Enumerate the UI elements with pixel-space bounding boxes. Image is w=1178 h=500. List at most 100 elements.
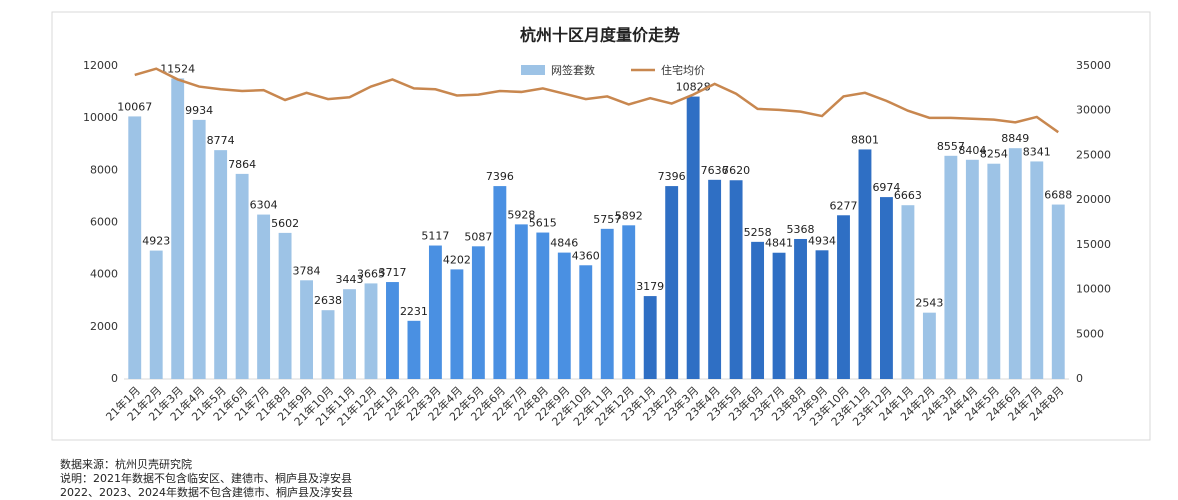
data-label: 7620: [722, 164, 750, 177]
bar: [665, 186, 679, 379]
y2-tick-label: 25000: [1076, 148, 1111, 161]
y2-tick-label: 30000: [1076, 104, 1111, 117]
bar: [600, 228, 614, 379]
bar: [386, 282, 399, 379]
data-label: 6304: [250, 199, 278, 212]
data-label: 5602: [271, 217, 299, 230]
bar: [643, 296, 657, 379]
data-label: 5757: [593, 213, 621, 226]
bar: [428, 245, 442, 379]
bar: [257, 214, 271, 379]
data-label: 2638: [314, 294, 342, 307]
price-line: [134, 67, 1059, 134]
bar: [1051, 204, 1065, 379]
data-label: 3784: [293, 264, 321, 277]
bar: [686, 96, 700, 379]
bar: [987, 163, 1001, 379]
data-label: 7396: [658, 170, 686, 183]
data-label: 3665: [357, 267, 385, 280]
y-tick-label: 2000: [90, 320, 118, 333]
y2-tick-label: 10000: [1076, 283, 1111, 296]
data-label: 11524: [160, 62, 195, 75]
data-label: 6277: [829, 199, 857, 212]
bar: [837, 215, 850, 379]
data-label: 8801: [851, 133, 879, 146]
y2-tick-label: 15000: [1076, 238, 1111, 251]
bar: [171, 78, 185, 380]
note: 说明：2021年数据不包含临安区、建德市、桐庐县及淳安县: [60, 471, 352, 485]
data-label: 8341: [1023, 145, 1051, 158]
y-tick-label: 8000: [90, 163, 118, 176]
data-label: 10828: [676, 81, 711, 94]
y-tick-label: 10000: [83, 111, 118, 124]
bar: [965, 159, 979, 379]
data-label: 5117: [421, 230, 449, 243]
y2-tick-label: 5000: [1076, 327, 1104, 340]
bar: [579, 265, 593, 379]
bar: [149, 250, 163, 379]
bar: [794, 238, 807, 379]
legend-label: 住宅均价: [661, 63, 705, 77]
bar: [557, 252, 571, 379]
legend-label: 网签套数: [551, 63, 595, 77]
chart-frame: [51, 11, 1151, 441]
bar: [343, 289, 356, 379]
data-label: 6688: [1044, 189, 1072, 202]
y2-tick-label: 35000: [1076, 59, 1111, 72]
chart-title: 杭州十区月度量价走势: [520, 26, 680, 45]
bar: [536, 232, 550, 379]
bar: [815, 250, 829, 379]
bar: [300, 280, 313, 379]
note: 2022、2023、2024年数据不包含建德市、桐庐县及淳安县: [60, 485, 353, 499]
data-label: 4846: [550, 237, 578, 250]
y2-tick-label: 0: [1076, 372, 1083, 385]
bar: [751, 241, 765, 379]
data-label: 8774: [207, 134, 235, 147]
bar: [192, 119, 206, 379]
data-label: 3717: [378, 266, 406, 279]
data-label: 8404: [958, 144, 986, 157]
bar: [622, 225, 636, 379]
data-label: 5928: [507, 208, 535, 221]
data-label: 8254: [980, 148, 1008, 161]
data-label: 2231: [400, 305, 428, 318]
data-label: 4923: [142, 235, 170, 248]
y-tick-label: 12000: [83, 59, 118, 72]
data-label: 7864: [228, 158, 256, 171]
y-tick-label: 6000: [90, 216, 118, 229]
bar: [772, 252, 786, 379]
y2-tick-label: 20000: [1076, 193, 1111, 206]
bar: [1008, 148, 1022, 379]
data-label: 9934: [185, 104, 213, 117]
data-label: 8557: [937, 140, 965, 153]
legend-swatch: [521, 65, 545, 75]
note: 数据来源：杭州贝壳研究院: [60, 457, 192, 471]
data-label: 7636: [701, 164, 729, 177]
data-label: 8849: [1001, 132, 1029, 145]
y-tick-label: 0: [111, 372, 118, 385]
data-label: 5615: [529, 217, 557, 230]
bar: [235, 173, 249, 379]
data-label: 2543: [915, 297, 943, 310]
bar: [471, 246, 485, 379]
data-label: 3443: [336, 273, 364, 286]
bar: [514, 224, 528, 379]
bar: [880, 197, 893, 379]
bar: [901, 205, 915, 379]
y-tick-label: 4000: [90, 268, 118, 281]
bar: [944, 155, 958, 379]
data-label: 5368: [787, 223, 815, 236]
bar: [278, 232, 292, 379]
bar: [450, 269, 464, 379]
data-label: 7396: [486, 170, 514, 183]
bar: [922, 312, 936, 379]
bar: [708, 179, 722, 379]
bar: [364, 283, 378, 379]
data-label: 4934: [808, 234, 836, 247]
bar: [729, 180, 743, 379]
data-label: 5258: [744, 226, 772, 239]
data-label: 4202: [443, 253, 471, 266]
data-label: 5892: [615, 209, 643, 222]
data-label: 4841: [765, 237, 793, 250]
